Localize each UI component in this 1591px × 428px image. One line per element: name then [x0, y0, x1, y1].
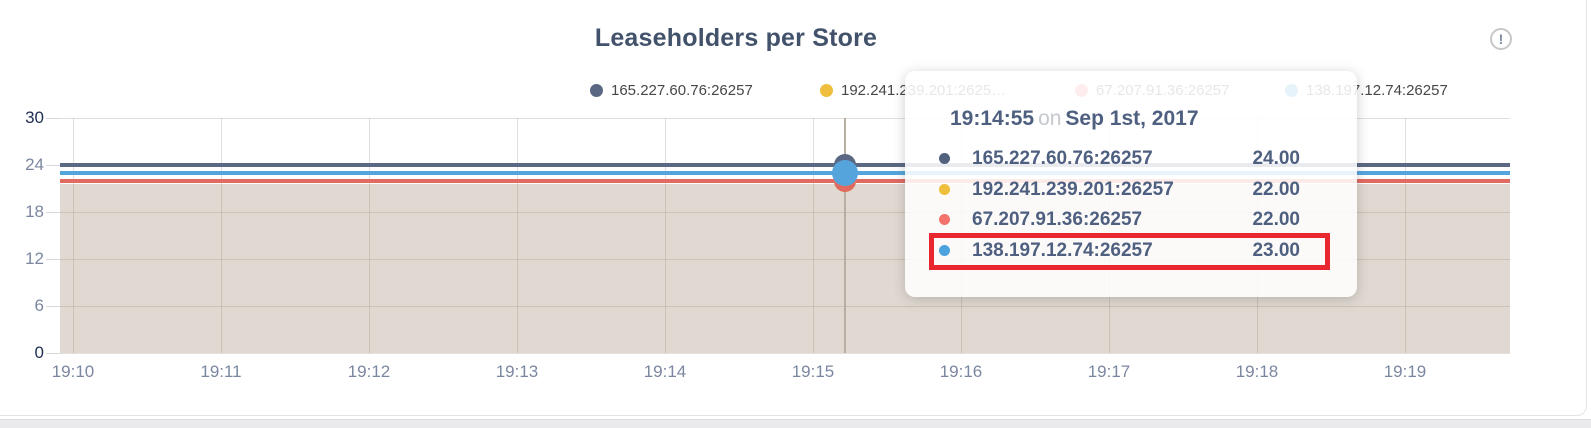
gridline-vertical [517, 118, 518, 353]
tooltip-series-dot-icon [939, 183, 950, 195]
gridline-horizontal [60, 118, 1510, 119]
y-axis-label: 18 [25, 202, 44, 221]
y-axis-label: 12 [25, 249, 44, 268]
tooltip-series-dot-icon [939, 214, 950, 226]
y-axis-tick [46, 118, 60, 119]
x-axis-label: 19:17 [1087, 362, 1131, 381]
x-axis-label: 19:13 [495, 362, 539, 381]
highlight-rectangle [929, 233, 1330, 270]
gridline-horizontal [60, 259, 1510, 260]
series-line-1 [60, 163, 1510, 167]
hover-guideline [844, 118, 846, 353]
x-axis-label: 19:10 [51, 362, 95, 381]
legend-item-1[interactable]: 165.227.60.76:26257 [590, 81, 753, 99]
bottom-scrollbar[interactable] [0, 419, 1591, 428]
gridline-horizontal [60, 306, 1510, 307]
info-icon[interactable]: ! [1490, 28, 1512, 50]
chart-title: Leaseholders per Store [594, 24, 878, 52]
y-axis-label: 24 [25, 155, 44, 174]
tooltip-series-label: 165.227.60.76:26257 [972, 148, 1153, 169]
tooltip-series-label: 192.241.239.201:26257 [972, 178, 1174, 200]
series-line-4 [60, 170, 1510, 175]
tooltip-series-value: 22.00 [1252, 209, 1300, 231]
gridline-vertical [73, 118, 74, 353]
legend-swatch-icon [820, 83, 833, 97]
tooltip-series-dot-icon [939, 153, 950, 164]
legend-swatch-icon [590, 83, 603, 97]
y-axis-tick [46, 165, 60, 166]
y-axis-label: 6 [34, 296, 44, 315]
gridline-horizontal [60, 212, 1510, 213]
y-axis-label: 30 [25, 108, 44, 127]
hover-dot-4 [832, 159, 858, 186]
tooltip-series-value: 22.00 [1252, 178, 1300, 200]
x-axis-label: 19:12 [347, 362, 391, 381]
tooltip-series-dot-icon [939, 245, 950, 257]
x-axis-label: 19:18 [1235, 362, 1279, 381]
y-axis-tick [46, 306, 60, 307]
gridline-vertical [813, 118, 814, 353]
y-axis-label: 0 [34, 343, 44, 362]
tooltip-row-2: 192.241.239.201:26257 22.00 [905, 178, 1357, 200]
y-axis-tick [46, 353, 60, 354]
tooltip-series-value: 24.00 [1252, 148, 1300, 169]
x-axis-label: 19:11 [200, 362, 242, 381]
x-axis-label: 19:16 [939, 362, 983, 381]
y-axis-tick [46, 212, 60, 213]
gridline-vertical [1405, 118, 1406, 353]
tooltip-series-label: 67.207.91.36:26257 [972, 209, 1143, 231]
hover-tooltip: 19:14:55 on Sep 1st, 2017 165.227.60.76:26… [905, 71, 1357, 297]
gridline-vertical [369, 118, 370, 353]
tooltip-row-1: 165.227.60.76:26257 24.00 [905, 148, 1357, 169]
tooltip-time: 19:14:55 [950, 107, 1035, 130]
x-axis-label: 19:19 [1383, 362, 1427, 381]
tooltip-series-label: 138.197.12.74:26257 [972, 240, 1153, 262]
series-line-3 [60, 178, 1510, 183]
x-axis-label: 19:15 [791, 362, 835, 381]
y-axis-tick [46, 259, 60, 260]
tooltip-on-word: on [1038, 107, 1062, 130]
tooltip-series-value: 23.00 [1252, 240, 1300, 262]
tooltip-date: Sep 1st, 2017 [1065, 107, 1199, 130]
x-axis-label: 19:14 [643, 362, 687, 381]
gridline-horizontal [60, 353, 1510, 354]
tooltip-row-4: 138.197.12.74:26257 23.00 [905, 240, 1357, 262]
gridline-vertical [221, 118, 222, 353]
tooltip-row-3: 67.207.91.36:26257 22.00 [905, 209, 1357, 231]
legend-label: 165.227.60.76:26257 [611, 81, 753, 99]
gridline-vertical [665, 118, 666, 353]
tooltip-header: 19:14:55 on Sep 1st, 2017 [950, 107, 1199, 131]
exclamation-glyph: ! [1498, 31, 1504, 47]
